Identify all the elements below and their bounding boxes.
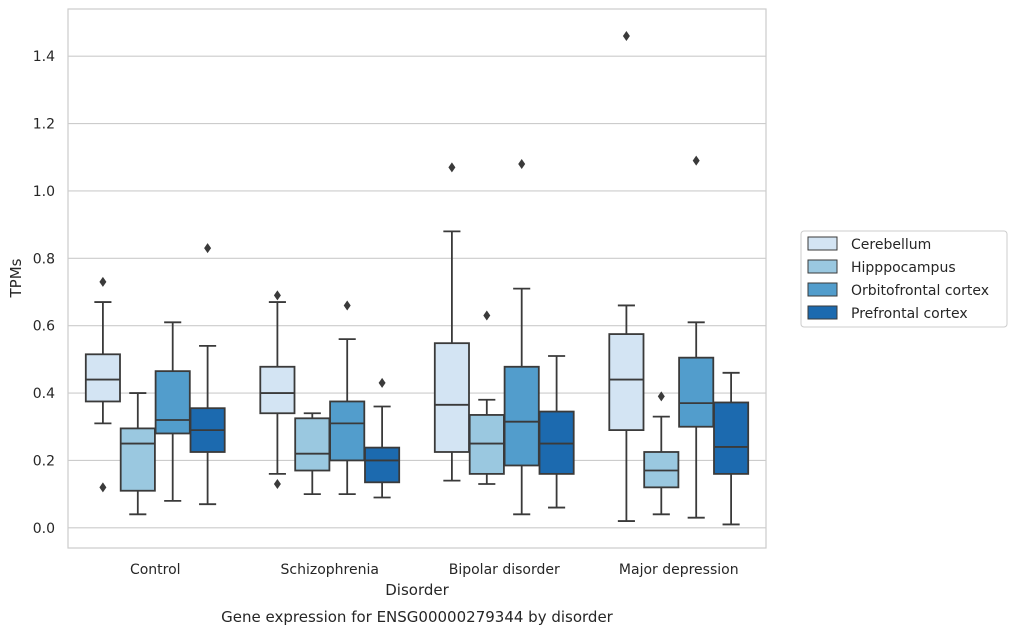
box-2-3: [538, 355, 575, 509]
legend-swatch: [807, 259, 838, 274]
outlier-point: [99, 482, 107, 493]
outlier-point: [448, 162, 456, 173]
y-tick-label: 1.2: [33, 117, 55, 133]
outlier-point: [99, 276, 107, 287]
plot-frame: [67, 8, 767, 549]
box-3-1: [643, 391, 680, 516]
y-tick-labels: 0.0 0.2 0.4 0.6 0.8 1.0 1.2 1.4: [33, 49, 55, 537]
box-body: [364, 446, 401, 484]
y-tick-label: 1.4: [33, 49, 55, 65]
outlier-point: [692, 155, 700, 166]
box-1-1: [294, 412, 331, 496]
outlier-point: [343, 300, 351, 311]
x-tick-labels: Control Schizophrenia Bipolar disorder Majo…: [130, 562, 739, 578]
outlier-point: [204, 243, 212, 254]
legend-swatch: [807, 236, 838, 251]
y-tick-label: 1.0: [33, 184, 55, 200]
box-0-2: [154, 321, 191, 502]
box-1-2: [329, 300, 366, 496]
outlier-point: [657, 391, 665, 402]
box-body: [433, 342, 470, 453]
outlier-point: [273, 478, 281, 489]
legend-swatch: [807, 305, 838, 320]
x-tick-label: Schizophrenia: [281, 562, 379, 578]
outlier-point: [483, 310, 491, 321]
box-2-0: [433, 162, 470, 482]
box-2-2: [503, 158, 540, 516]
legend-label: Prefrontal cortex: [851, 306, 968, 322]
box-body: [154, 370, 191, 435]
y-tick-label: 0.0: [33, 521, 55, 537]
box-3-0: [608, 30, 645, 522]
box-body: [713, 401, 750, 475]
box-0-1: [119, 392, 156, 516]
x-axis-label: Disorder: [385, 581, 449, 599]
outlier-point: [518, 158, 526, 169]
box-body: [294, 417, 331, 472]
legend-label: Cerebellum: [851, 237, 931, 253]
box-body: [329, 400, 366, 462]
x-tick-label: Bipolar disorder: [449, 562, 560, 578]
box-groups: [84, 30, 750, 526]
x-tick-label: Major depression: [619, 562, 739, 578]
y-tick-label: 0.8: [33, 251, 55, 267]
box-body: [678, 356, 715, 428]
outlier-point: [273, 290, 281, 301]
legend-swatch: [807, 282, 838, 297]
y-axis-label: TPMs: [7, 258, 25, 298]
box-body: [84, 353, 121, 403]
box-3-2: [678, 155, 715, 519]
box-2-1: [468, 310, 505, 485]
box-0-3: [189, 243, 226, 506]
legend-frame: [800, 230, 1008, 328]
legend-label: Orbitofrontal cortex: [851, 283, 989, 299]
box-1-0: [259, 290, 296, 489]
legend: Cerebellum Hipppocampus Orbitofrontal cort…: [800, 230, 1008, 328]
box-body: [259, 365, 296, 415]
box-0-0: [84, 276, 121, 493]
x-tick-label: Control: [130, 562, 181, 578]
box-body: [608, 333, 645, 431]
box-body: [119, 427, 156, 492]
box-1-3: [364, 377, 401, 499]
legend-label: Hipppocampus: [851, 260, 956, 276]
box-3-3: [713, 371, 750, 526]
outlier-point: [622, 30, 630, 41]
outlier-point: [378, 377, 386, 388]
figure-caption: Gene expression for ENSG00000279344 by d…: [221, 608, 614, 626]
y-tick-label: 0.6: [33, 319, 55, 335]
y-tick-label: 0.4: [33, 386, 55, 402]
box-body: [503, 365, 540, 467]
y-tick-label: 0.2: [33, 453, 55, 469]
